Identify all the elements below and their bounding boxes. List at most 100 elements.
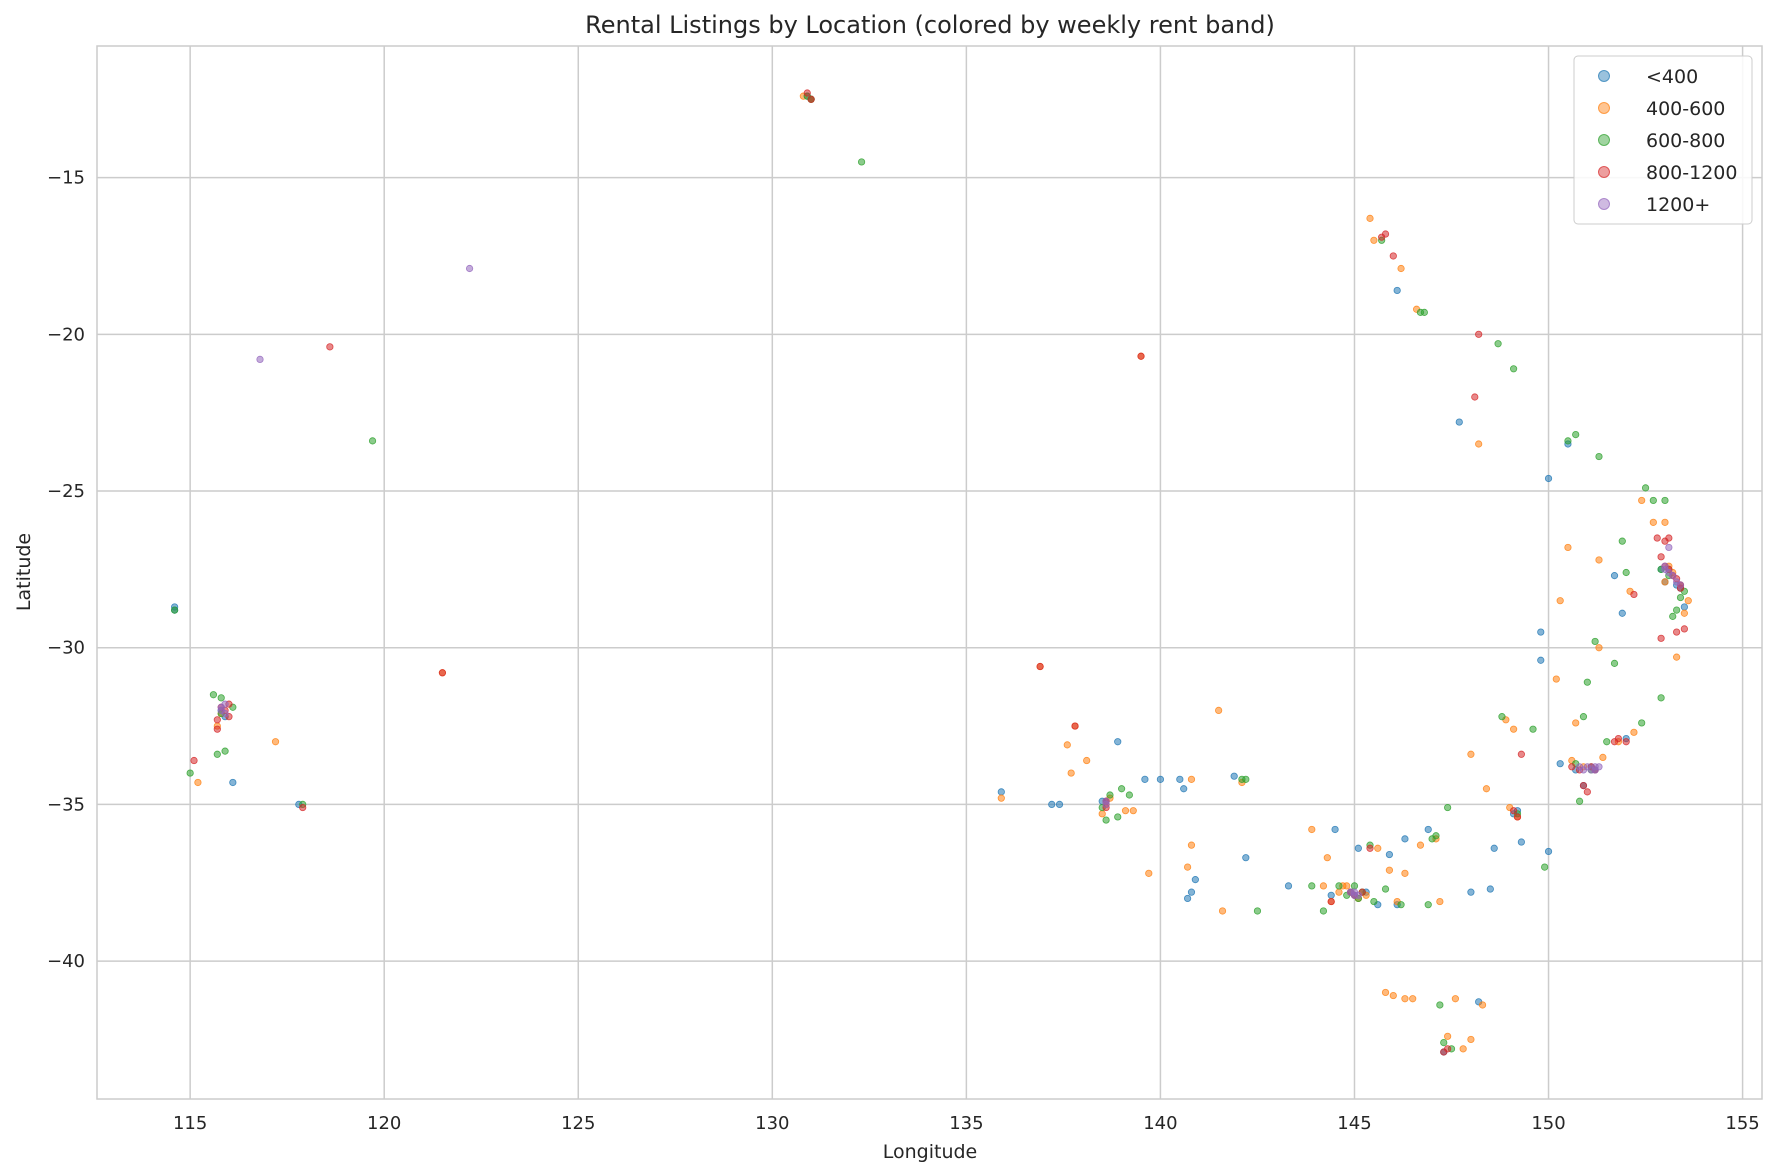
y-tick-label: −30 [47,638,85,659]
data-point [1510,725,1518,733]
data-point [1517,838,1525,846]
data-point [1327,891,1335,899]
data-point [1661,518,1669,526]
data-point [1436,897,1444,906]
data-point [1374,844,1382,852]
data-point [1335,888,1343,896]
data-point [1327,897,1335,906]
axis-ticks: 115 120 125 130 135 140 145 150 155 −15 −20 −25 −30 −… [47,168,1760,1134]
data-point [1572,719,1580,727]
data-point [1381,885,1390,893]
data-point [1389,991,1397,1000]
data-point [1409,995,1417,1003]
series-5 [217,264,1685,899]
data-point [1230,772,1238,780]
data-point [1444,803,1452,812]
y-axis-label: Latitude [13,533,35,611]
data-point [1676,581,1685,589]
data-point [1595,556,1603,564]
data-point [1137,352,1145,360]
data-point [1354,891,1362,899]
data-point [1595,452,1603,461]
data-point [1556,597,1564,605]
data-point [1599,753,1607,762]
x-tick-label: 135 [949,1113,983,1134]
grid-lines [97,46,1762,1099]
data-point [997,788,1005,796]
data-point [1649,496,1657,505]
data-point [1494,340,1502,348]
data-point [1440,1038,1448,1047]
x-tick-label: 120 [367,1113,401,1134]
data-point [857,158,866,166]
data-point [1180,785,1188,793]
data-point [1106,791,1114,799]
data-point [1673,653,1681,661]
data-point [1370,897,1378,906]
data-point [1036,662,1044,671]
chart-title: Rental Listings by Location (colored by … [585,11,1275,39]
data-point [1669,572,1677,580]
data-point [171,606,179,614]
data-point [1575,797,1584,805]
data-point [1381,230,1390,238]
data-point [1366,214,1374,222]
data-point [1187,841,1196,849]
data-point [1618,609,1626,617]
data-point [209,691,218,699]
data-point [229,778,237,787]
data-point [1482,785,1491,793]
data-point [1444,1045,1452,1053]
data-point [1471,393,1479,401]
plot-frame [96,45,1763,1100]
data-point [1114,738,1122,746]
data-point [1490,844,1498,852]
x-tick-label: 150 [1531,1113,1565,1134]
data-point [1215,706,1223,714]
data-point [1242,775,1250,783]
data-point [1568,763,1576,771]
data-point [1451,995,1459,1003]
data-point [1572,431,1580,439]
data-point [1183,894,1192,903]
data-point [1389,252,1397,260]
data-point [1649,518,1657,526]
data-point [1583,678,1591,686]
data-point [1444,1032,1452,1040]
data-point [1684,597,1692,605]
data-point [1665,534,1673,542]
y-tick-label: −25 [47,481,85,502]
data-point [1397,264,1405,273]
data-point [1544,847,1553,856]
legend-marker [1598,102,1610,114]
data-point [1071,722,1079,730]
data-point [1323,854,1331,862]
data-point [1370,236,1378,244]
data-point [326,343,334,351]
y-tick-label: −15 [47,168,85,189]
data-point [1537,656,1545,664]
data-point [1401,869,1409,877]
legend-box [1573,55,1753,225]
legend-label: 400-600 [1646,98,1725,120]
data-point [1141,775,1149,783]
data-point [256,355,264,363]
data-point [1459,1045,1467,1053]
data-point [1432,832,1440,840]
data-point [1622,738,1630,746]
data-point [803,89,811,97]
legend-marker [1598,198,1610,210]
data-point [1083,756,1091,765]
data-point [465,264,474,273]
data-point [1350,882,1359,890]
data-point [1319,907,1328,915]
legend-label: <400 [1646,66,1698,88]
data-point [1183,863,1192,871]
legend-label: 800-1200 [1646,162,1737,184]
data-point [1176,775,1184,783]
data-point [1513,813,1522,821]
data-point [1614,734,1622,743]
data-point [1467,750,1475,758]
data-point [1187,775,1196,783]
data-point [997,794,1005,802]
